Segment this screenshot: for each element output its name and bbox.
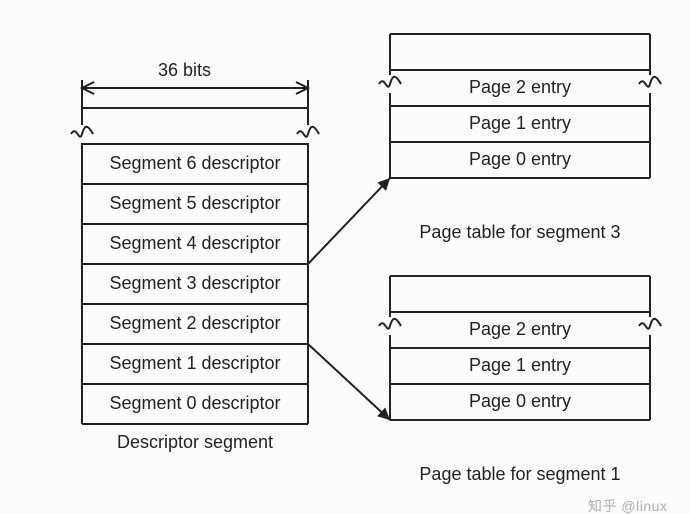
descriptor-segment-caption: Descriptor segment	[82, 432, 308, 453]
cell-label: Segment 4 descriptor	[109, 233, 280, 253]
cell-label: Page 0 entry	[469, 391, 571, 411]
cell-label: Segment 6 descriptor	[109, 153, 280, 173]
page-table-bottom-caption: Page table for segment 1	[390, 464, 650, 485]
cell-label: Page 2 entry	[469, 77, 571, 97]
cell-label: Page 0 entry	[469, 149, 571, 169]
cell-label: Page 2 entry	[469, 319, 571, 339]
cell-label: Segment 5 descriptor	[109, 193, 280, 213]
cell-label: Segment 0 descriptor	[109, 393, 280, 413]
page-table-top-caption: Page table for segment 3	[390, 222, 650, 243]
watermark-text: 知乎 @linux	[588, 496, 667, 514]
width-indicator-label: 36 bits	[158, 60, 211, 81]
cell-label: Segment 2 descriptor	[109, 313, 280, 333]
cell-label: Segment 3 descriptor	[109, 273, 280, 293]
cell-label: Segment 1 descriptor	[109, 353, 280, 373]
cell-label: Page 1 entry	[469, 113, 571, 133]
cell-label: Page 1 entry	[469, 355, 571, 375]
